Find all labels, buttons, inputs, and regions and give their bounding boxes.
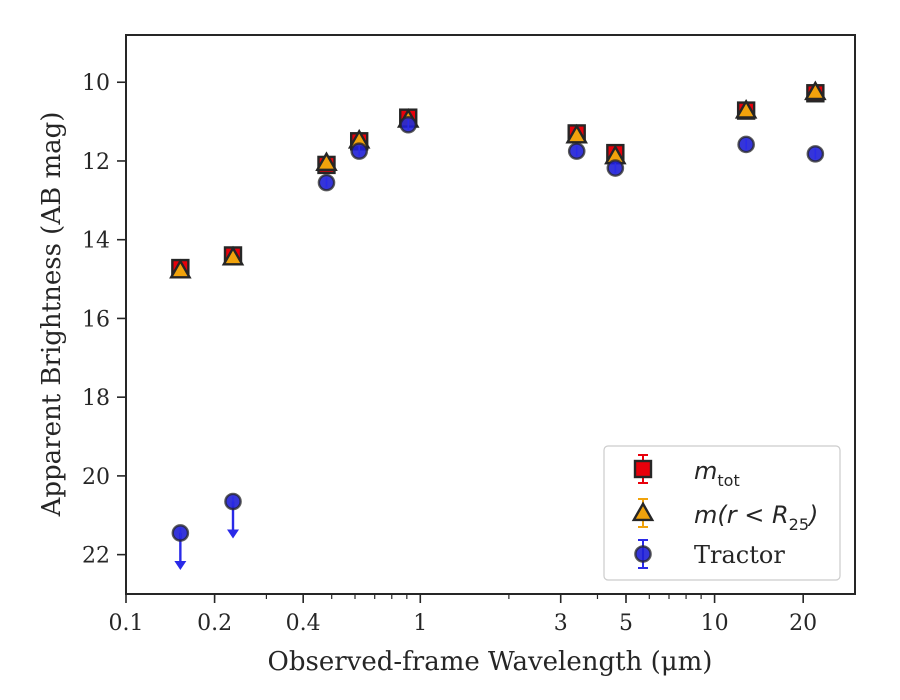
- axes-group: 0.1 0.2 0.4 1 3 5 10 20 10 12 14 16 18 20 22: [82, 71, 817, 636]
- y-tick-label-6: 22: [82, 544, 110, 569]
- x-tick-label-1: 0.2: [197, 611, 232, 636]
- y-tick-label-3: 16: [82, 307, 110, 332]
- x-tick-label-6: 10: [701, 611, 729, 636]
- legend-marker-1: [631, 501, 655, 522]
- y-axis-label: Apparent Brightness (AB mag): [37, 112, 67, 518]
- x-tick-label-7: 20: [789, 611, 817, 636]
- legend-label-mr25: m(r < R25): [694, 501, 818, 534]
- x-tick-label-2: 0.4: [286, 611, 321, 636]
- legend: mtot m(r < R25) Tractor: [603, 445, 841, 581]
- legend-mr25-sub: 25: [789, 515, 809, 534]
- series-group: [169, 80, 827, 570]
- x-tick-label-0: 0.1: [109, 611, 144, 636]
- legend-markers: [631, 454, 655, 569]
- legend-label-mtot: mtot: [694, 457, 740, 490]
- y-tick-label-1: 12: [82, 150, 110, 175]
- x-tick-label-4: 3: [554, 611, 568, 636]
- series-2-point-1-limit-arrow: [227, 529, 240, 539]
- legend-label-tractor: Tractor: [694, 541, 785, 569]
- y-tick-label-2: 14: [82, 229, 110, 254]
- legend-mtot-main: m: [694, 457, 717, 485]
- x-axis-label: Observed-frame Wavelength (μm): [268, 647, 713, 677]
- legend-mtot-sub: tot: [717, 471, 739, 490]
- series-2-point-0-limit-arrow: [174, 560, 187, 570]
- x-tick-label-5: 5: [619, 611, 633, 636]
- x-tick-label-3: 1: [413, 611, 427, 636]
- legend-frame: [603, 445, 841, 581]
- y-tick-label-5: 20: [82, 465, 110, 490]
- y-tick-label-0: 10: [82, 71, 110, 96]
- legend-marker-2: [634, 545, 652, 563]
- legend-mr25-main: m(r < R: [694, 501, 789, 529]
- legend-mr25-tail: ): [807, 501, 818, 529]
- y-tick-label-4: 18: [82, 386, 110, 411]
- plot-frame: [125, 34, 856, 595]
- legend-marker-0: [633, 459, 653, 479]
